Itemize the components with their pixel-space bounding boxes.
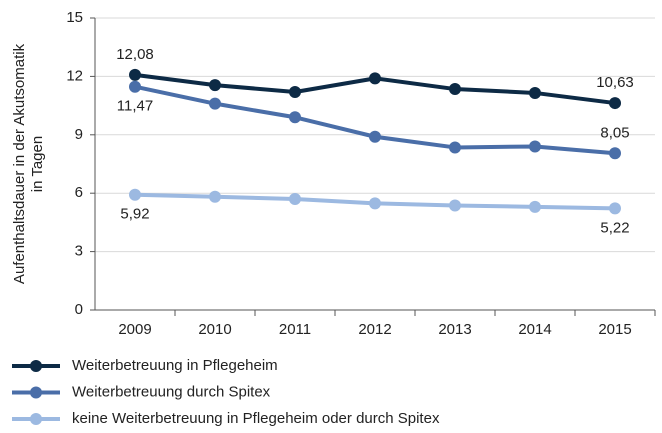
x-tick-label: 2010 [198,321,231,338]
y-tick-label: 12 [66,67,83,84]
data-point [449,199,461,212]
y-tick-label: 3 [75,243,83,260]
data-point [209,97,221,110]
data-label: 11,47 [117,98,153,115]
x-tick-label: 2012 [358,321,391,338]
legend-marker [30,360,42,372]
data-point [369,130,381,143]
data-label: 5,92 [120,206,149,223]
y-tick-label: 9 [75,126,83,143]
y-tick-label: 15 [66,9,83,26]
data-point [289,193,301,206]
data-point [529,140,541,153]
data-point [529,86,541,99]
legend-marker [30,386,42,399]
data-label: 8,05 [600,124,629,141]
y-tick-label: 0 [75,301,83,318]
series-line [134,84,616,156]
y-axis-label: Aufenthaltsdauer in der Akutsomatik [11,43,28,284]
x-tick-label: 2014 [518,321,551,338]
data-point [209,190,221,203]
legend-label: keine Weiterbetreuung in Pflegeheim oder… [72,410,440,427]
data-point [609,97,621,110]
x-tick-label: 2013 [438,321,471,338]
data-point [369,72,381,85]
data-point [129,188,141,201]
data-point [529,200,541,213]
data-point [209,79,221,92]
legend-marker [30,413,42,425]
data-point [449,141,461,154]
data-point [289,85,301,98]
x-tick-label: 2015 [598,321,631,338]
data-point [369,197,381,210]
data-point [129,80,141,93]
data-point [449,83,461,96]
y-tick-label: 6 [75,184,83,201]
data-point [129,68,141,81]
x-tick-label: 2009 [118,321,151,338]
data-point [289,111,301,124]
data-label: 10,63 [596,74,634,91]
y-axis-label: in Tagen [29,136,46,192]
legend-label: Weiterbetreuung in Pflegeheim [72,357,278,374]
x-tick-label: 2011 [279,321,311,338]
data-label: 12,08 [116,46,154,63]
data-label: 5,22 [600,219,629,236]
data-point [609,147,621,160]
data-point [609,202,621,215]
legend-label: Weiterbetreuung durch Spitex [72,383,271,400]
